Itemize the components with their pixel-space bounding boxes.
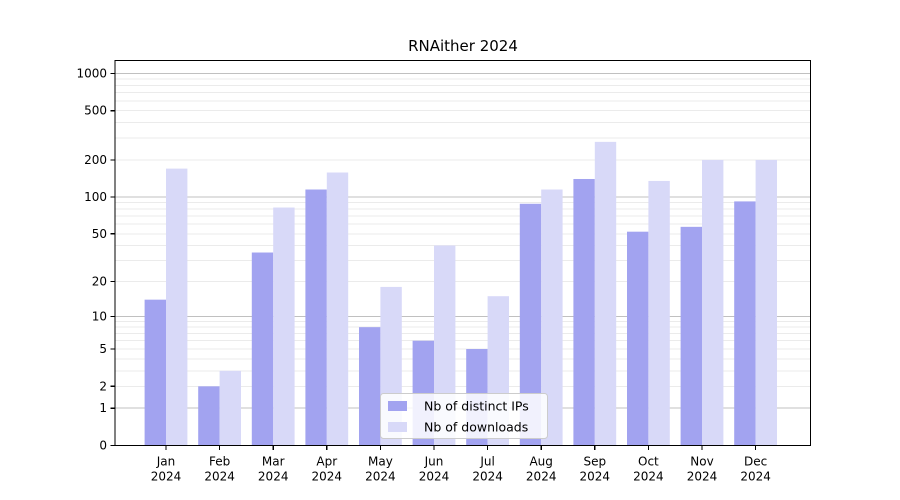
bar-distinct-ips	[251, 252, 274, 446]
bar-distinct-ips	[734, 201, 756, 446]
y-tick-label: 10	[92, 309, 107, 323]
x-tick-label-month: Oct	[638, 455, 659, 469]
x-tick-label-month: Sep	[583, 455, 606, 469]
x-tick-label-month: Nov	[690, 455, 713, 469]
x-tick-label-year: 2024	[472, 470, 503, 484]
x-tick-label-month: Jan	[156, 455, 176, 469]
axes-frame	[114, 59, 812, 447]
x-tick-label-year: 2024	[151, 470, 182, 484]
y-tick-label: 50	[92, 227, 107, 241]
bar-distinct-ips	[627, 231, 649, 446]
legend-box	[380, 393, 548, 439]
x-tick-label-month: May	[368, 455, 393, 469]
y-tick-label: 0	[99, 439, 107, 453]
x-tick-label-year: 2024	[633, 470, 664, 484]
x-tick-label-year: 2024	[419, 470, 450, 484]
y-tick-label: 5	[99, 342, 107, 356]
y-tick-label: 2	[99, 379, 107, 393]
x-tick-label-month: Dec	[744, 455, 767, 469]
x-tick-label-month: Feb	[209, 455, 230, 469]
x-tick-label-month: Apr	[316, 455, 337, 469]
plot-area: 10005002001005020105210Jan2024Feb2024Mar…	[76, 59, 812, 484]
bar-downloads	[702, 159, 724, 446]
legend-swatch-distinct-ips-icon	[388, 401, 407, 411]
y-tick-label: 20	[92, 275, 107, 289]
x-tick-label-year: 2024	[687, 470, 718, 484]
chart-title: RNAither 2024	[408, 37, 518, 55]
legend-label-downloads: Nb of downloads	[424, 420, 528, 435]
bar-distinct-ips	[573, 178, 595, 446]
y-tick-label: 1000	[76, 66, 107, 80]
bar-distinct-ips	[359, 327, 381, 446]
bar-distinct-ips	[198, 386, 220, 446]
y-tick-label: 500	[84, 104, 107, 118]
x-tick-label-year: 2024	[312, 470, 343, 484]
bar-downloads	[326, 172, 349, 446]
x-tick-label-year: 2024	[526, 470, 557, 484]
bar-distinct-ips	[305, 189, 327, 446]
x-tick-label-month: Aug	[529, 455, 552, 469]
bar-distinct-ips	[519, 203, 542, 446]
legend: Nb of distinct IPs Nb of downloads	[380, 393, 548, 439]
bar-downloads	[541, 189, 563, 446]
bar-downloads	[755, 159, 777, 446]
bar-downloads	[166, 168, 188, 446]
x-tick-label-year: 2024	[365, 470, 396, 484]
x-tick-label-month: Jun	[424, 455, 444, 469]
legend-swatch-downloads-icon	[388, 422, 407, 432]
legend-label-distinct-ips: Nb of distinct IPs	[424, 399, 529, 414]
x-tick-label-year: 2024	[258, 470, 289, 484]
bar-downloads	[273, 207, 295, 446]
bar-downloads	[648, 180, 670, 446]
bar-distinct-ips	[680, 226, 702, 446]
x-tick-label-month: Mar	[262, 455, 285, 469]
bar-downloads	[219, 370, 241, 446]
y-tick-label: 100	[84, 190, 107, 204]
y-tick-label: 200	[84, 153, 107, 167]
x-tick-label-month: Jul	[479, 455, 494, 469]
x-tick-label-year: 2024	[740, 470, 771, 484]
x-tick-label-year: 2024	[204, 470, 235, 484]
bar-distinct-ips	[144, 299, 166, 446]
bar-downloads	[594, 141, 617, 446]
y-tick-label: 1	[99, 401, 107, 415]
x-tick-label-year: 2024	[580, 470, 611, 484]
